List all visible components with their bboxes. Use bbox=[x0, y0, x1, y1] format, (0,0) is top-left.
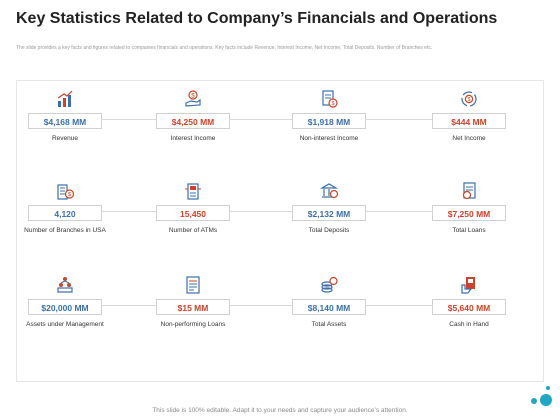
stat-value: $20,000 MM bbox=[28, 299, 102, 315]
stat-card: $15 MM Non-performing Loans bbox=[138, 275, 248, 328]
stat-value: 4,120 bbox=[28, 205, 102, 221]
stat-card: $7,250 MM Total Loans bbox=[414, 181, 524, 234]
decoration-dot-tiny bbox=[546, 386, 550, 390]
report-icon bbox=[186, 276, 200, 294]
row-connector-line bbox=[47, 211, 487, 212]
bar-chart-growth-icon bbox=[57, 90, 73, 107]
cash-in-hand-icon bbox=[461, 277, 475, 294]
bank-deposit-icon bbox=[319, 183, 339, 199]
stat-label: Assets under Management bbox=[26, 321, 104, 328]
row-connector-line bbox=[47, 305, 487, 306]
stat-card: $2,132 MM Total Deposits bbox=[274, 181, 384, 234]
svg-text:$: $ bbox=[331, 101, 334, 107]
stat-label: Non-performing Loans bbox=[160, 321, 226, 328]
stat-value: $1,918 MM bbox=[292, 113, 366, 129]
stat-value: $5,640 MM bbox=[432, 299, 506, 315]
stat-value: $7,250 MM bbox=[432, 205, 506, 221]
stat-card: $ $4,250 MM Interest Income bbox=[138, 89, 248, 142]
slide-title: Key Statistics Related to Company’s Fina… bbox=[16, 10, 498, 27]
footer-note: This slide is 100% editable. Adapt it to… bbox=[152, 407, 408, 414]
atm-machine-icon bbox=[185, 183, 201, 200]
stat-label: Interest Income bbox=[170, 135, 216, 142]
stat-value: $8,140 MM bbox=[292, 299, 366, 315]
stat-label: Total Assets bbox=[311, 321, 347, 328]
row-connector-line bbox=[47, 119, 487, 120]
asset-pyramid-icon bbox=[57, 277, 73, 293]
stat-label: Cash in Hand bbox=[449, 321, 489, 328]
stat-card: $ $1,918 MM Non-interest Income bbox=[274, 89, 384, 142]
stat-value: $15 MM bbox=[156, 299, 230, 315]
stat-card: $8,140 MM Total Assets bbox=[274, 275, 384, 328]
stat-value: $444 MM bbox=[432, 113, 506, 129]
coin-stack-icon bbox=[321, 276, 338, 293]
svg-text:$: $ bbox=[191, 93, 195, 99]
stat-card: $ $444 MM Net Income bbox=[414, 89, 524, 142]
document-coin-icon: $ bbox=[322, 90, 338, 108]
stat-card: 15,450 Number of ATMs bbox=[138, 181, 248, 234]
stat-value: $4,168 MM bbox=[28, 113, 102, 129]
stat-label: Revenue bbox=[51, 135, 79, 142]
stat-value: $2,132 MM bbox=[292, 205, 366, 221]
stat-value: $4,250 MM bbox=[156, 113, 230, 129]
stats-panel: $4,168 MM Revenue $ $4,250 MM Interest Incom… bbox=[16, 80, 544, 382]
stat-card: $4,120 Number of Branches in USA bbox=[10, 181, 120, 234]
stat-label: Net Income bbox=[452, 135, 486, 142]
slide-subtitle: The slide provides a key facts and figur… bbox=[16, 45, 433, 51]
svg-text:$: $ bbox=[468, 97, 471, 103]
stat-label: Number of ATMs bbox=[168, 227, 218, 234]
loan-document-icon bbox=[462, 182, 476, 200]
stat-card: $5,640 MM Cash in Hand bbox=[414, 275, 524, 328]
stat-label: Number of Branches in USA bbox=[24, 227, 106, 234]
svg-text:$: $ bbox=[68, 192, 71, 198]
stat-value: 15,450 bbox=[156, 205, 230, 221]
coin-cycle-icon: $ bbox=[461, 91, 477, 107]
stat-label: Total Loans bbox=[452, 227, 486, 234]
stat-card: $4,168 MM Revenue bbox=[10, 89, 120, 142]
stat-label: Total Deposits bbox=[308, 227, 350, 234]
building-coin-icon: $ bbox=[57, 184, 75, 200]
decoration-dot-large bbox=[540, 394, 552, 406]
decoration-dot-small bbox=[531, 398, 537, 404]
stat-card: $20,000 MM Assets under Management bbox=[10, 275, 120, 328]
hand-coin-icon: $ bbox=[185, 90, 201, 107]
stat-label: Non-interest Income bbox=[299, 135, 359, 142]
